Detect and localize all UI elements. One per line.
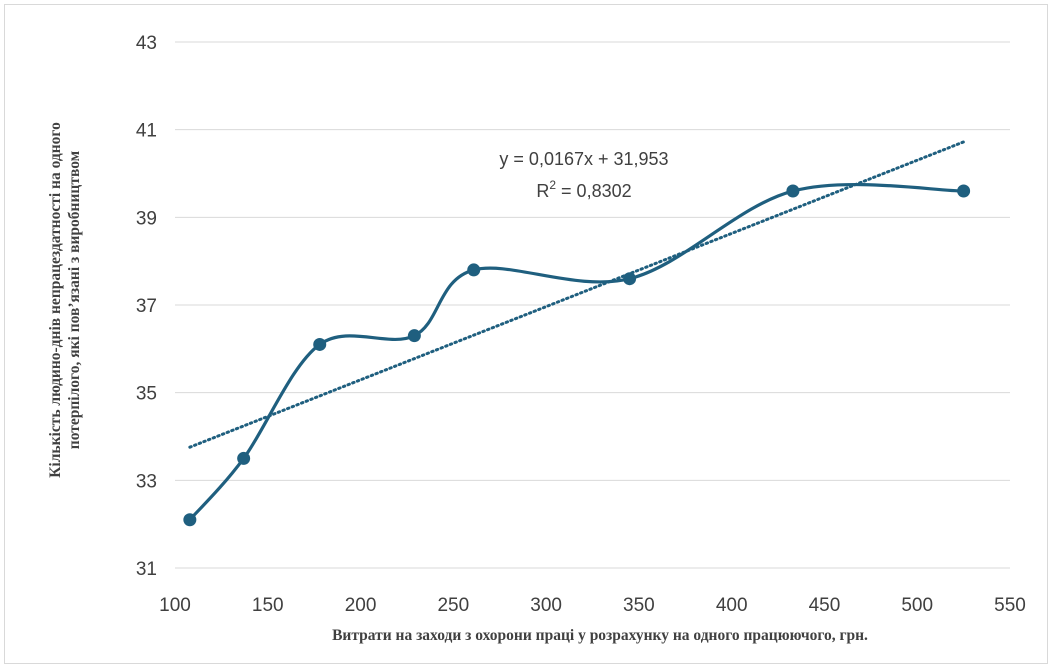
x-tick-labels: 100 150 200 250 300 350 400 450 500 550: [159, 595, 1026, 616]
data-point: [786, 184, 800, 198]
x-tick-label: 200: [345, 595, 377, 616]
r-squared-value: = 0,8302: [556, 181, 632, 201]
data-point: [183, 513, 197, 527]
x-tick-label: 350: [623, 595, 655, 616]
x-tick-label: 550: [994, 595, 1026, 616]
r-squared-superscript: 2: [549, 178, 556, 192]
data-point: [957, 184, 971, 198]
gridlines: [175, 41, 1010, 569]
x-tick-label: 500: [901, 595, 933, 616]
data-point: [237, 451, 251, 465]
x-axis-title: Витрати на заходи з охорони праці у розр…: [332, 627, 868, 644]
data-point: [467, 263, 481, 277]
x-tick-label: 100: [159, 595, 191, 616]
x-tick-label: 250: [437, 595, 469, 616]
y-tick-label: 35: [136, 384, 157, 405]
trendline: [188, 140, 966, 449]
y-axis-title-line-1: Кількість людино-днів непрацездатності н…: [47, 122, 64, 478]
data-point: [313, 337, 327, 351]
r-squared-label: R2 = 0,8302: [536, 178, 631, 201]
trendline-equation: y = 0,0167x + 31,953: [499, 149, 668, 169]
y-tick-labels: 31 33 35 37 39 41 43: [136, 33, 157, 580]
r-squared-prefix: R: [536, 181, 549, 201]
chart-frame: [4, 4, 1048, 664]
data-point: [623, 272, 637, 286]
y-tick-label: 31: [136, 559, 157, 580]
y-tick-label: 43: [136, 33, 157, 54]
series-layer: [183, 182, 971, 527]
x-tick-label: 450: [809, 595, 841, 616]
series-line: [188, 182, 964, 521]
y-tick-label: 39: [136, 208, 157, 229]
y-axis-title: Кількість людино-днів непрацездатності н…: [47, 122, 83, 478]
y-axis-title-line-2: потерпілого, які пов’язані з виробництво…: [66, 150, 83, 449]
data-point: [407, 329, 421, 343]
x-tick-label: 150: [252, 595, 284, 616]
y-tick-label: 41: [136, 121, 157, 142]
trendline-layer: [188, 140, 966, 449]
y-tick-label: 33: [136, 471, 157, 492]
x-tick-label: 400: [716, 595, 748, 616]
x-tick-label: 300: [530, 595, 562, 616]
y-tick-label: 37: [136, 296, 157, 317]
